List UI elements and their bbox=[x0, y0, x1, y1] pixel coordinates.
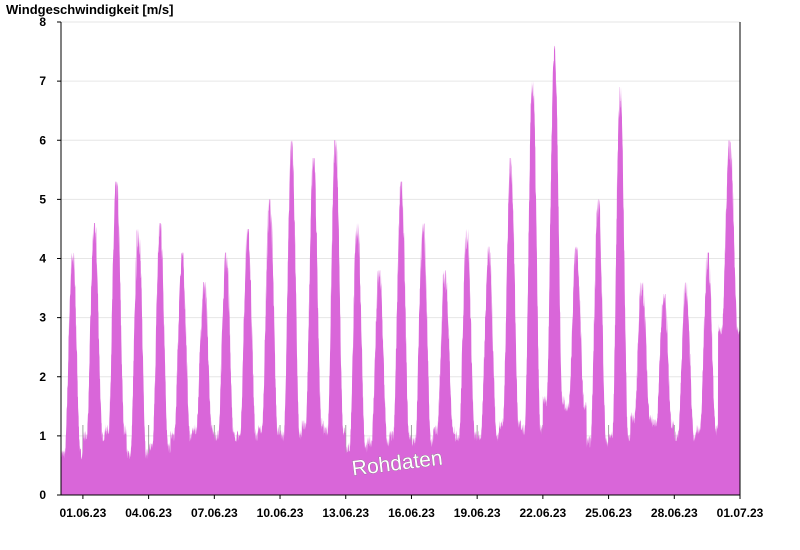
x-tick-label: 16.06.23 bbox=[388, 506, 435, 520]
y-tick-label: 7 bbox=[39, 74, 46, 88]
x-tick-label: 19.06.23 bbox=[454, 506, 501, 520]
x-tick-label: 04.06.23 bbox=[125, 506, 172, 520]
x-tick-label: 07.06.23 bbox=[191, 506, 238, 520]
x-tick-label: 10.06.23 bbox=[257, 506, 304, 520]
x-tick-labels: 01.06.23 04.06.23 07.06.23 10.06.23 13.06.23… bbox=[60, 495, 764, 520]
x-tick-label: 13.06.23 bbox=[322, 506, 369, 520]
x-tick-label: 01.07.23 bbox=[717, 506, 764, 520]
y-tick-label: 6 bbox=[39, 133, 46, 147]
x-tick-label: 22.06.23 bbox=[520, 506, 567, 520]
wind-speed-area bbox=[61, 45, 740, 496]
x-tick-label: 25.06.23 bbox=[585, 506, 632, 520]
y-tick-label: 4 bbox=[39, 252, 46, 266]
y-tick-label: 5 bbox=[39, 192, 46, 206]
chart-title: Windgeschwindigkeit [m/s] bbox=[6, 2, 173, 17]
y-tick-labels: 0 1 2 3 4 5 6 7 8 bbox=[39, 15, 61, 502]
y-tick-label: 0 bbox=[39, 488, 46, 502]
y-tick-label: 3 bbox=[39, 311, 46, 325]
y-tick-label: 1 bbox=[39, 429, 46, 443]
x-tick-label: 01.06.23 bbox=[60, 506, 107, 520]
y-tick-label: 2 bbox=[39, 370, 46, 384]
y-tick-label: 8 bbox=[39, 15, 46, 29]
x-tick-label: 28.06.23 bbox=[651, 506, 698, 520]
